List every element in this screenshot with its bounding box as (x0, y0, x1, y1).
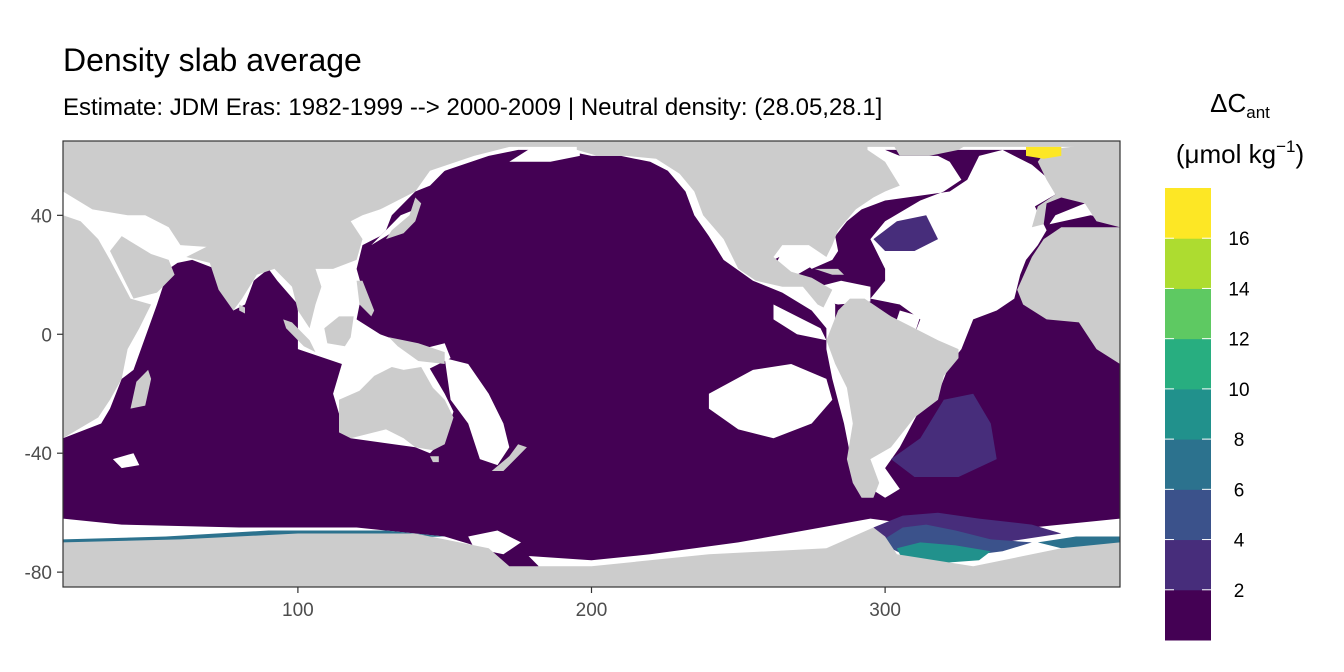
legend-colorbar (1165, 188, 1211, 641)
land-tasmania (430, 456, 439, 463)
land-iceland (984, 141, 1015, 144)
land-eurasia (63, 141, 533, 329)
legend-swatch-5 (1165, 338, 1211, 390)
legend-labels: 2 4 6 8 10 12 14 16 (1165, 229, 1250, 602)
nodata-south-indian-patch (112, 453, 140, 469)
legend-swatch-7 (1165, 238, 1211, 289)
nodata-southeast-pacific (708, 364, 833, 439)
legend-unit: (μmol kg−1) (1176, 137, 1304, 169)
land-cuba (814, 268, 844, 275)
legend-title: ΔCant (1210, 88, 1270, 122)
land-borneo (324, 316, 354, 347)
legend-label-2: 2 (1234, 581, 1245, 602)
legend-swatch-0 (1165, 589, 1211, 641)
land-philippines (356, 280, 375, 317)
legend-unit-prefix: (μmol kg (1176, 139, 1276, 169)
legend-label-10: 10 (1228, 380, 1249, 401)
legend-label-6: 6 (1234, 480, 1245, 501)
patch-nordic-yellow (1026, 146, 1062, 159)
legend: ΔCant (μmol kg−1) 2 4 6 8 10 12 14 16 (1165, 88, 1304, 641)
nodata-central-america-slope (773, 304, 827, 341)
legend-label-14: 14 (1228, 279, 1250, 300)
x-tick-label-300: 300 (869, 600, 901, 621)
y-axis: 40 0 -40 -80 (25, 206, 63, 584)
field-ocean (63, 149, 1120, 561)
chart-title: Density slab average (63, 42, 362, 78)
nodata-bering (509, 146, 580, 162)
legend-swatch-6 (1165, 288, 1211, 340)
legend-label-4: 4 (1234, 531, 1245, 552)
legend-swatch-2 (1165, 489, 1211, 541)
land-new-guinea (388, 337, 445, 364)
chart-subtitle: Estimate: JDM Eras: 1982-1999 --> 2000-2… (63, 94, 883, 121)
legend-label-16: 16 (1228, 229, 1249, 250)
nodata-coral-tasman (444, 358, 510, 466)
legend-unit-exp: −1 (1276, 137, 1295, 156)
x-tick-label-200: 200 (576, 600, 608, 621)
legend-unit-suffix: ) (1295, 139, 1304, 169)
land-south-america (826, 298, 959, 498)
land-greenland (891, 141, 974, 156)
land-australia (339, 367, 454, 451)
land-madagascar (130, 369, 152, 409)
legend-label-12: 12 (1228, 330, 1249, 351)
nodata-japan-sea (371, 209, 416, 246)
land-sumatra (283, 319, 316, 353)
legend-title-sub: ant (1246, 103, 1270, 122)
land-north-america (576, 141, 900, 308)
legend-title-main: ΔC (1210, 88, 1246, 118)
legend-swatch-3 (1165, 439, 1211, 490)
land-layer (63, 141, 1120, 587)
legend-swatch-8 (1165, 188, 1211, 239)
x-axis: 100 200 300 (282, 587, 901, 621)
land-arabia (110, 236, 175, 299)
land-west-africa (1017, 227, 1120, 364)
land-japan (386, 197, 422, 240)
x-tick-label-100: 100 (282, 600, 314, 621)
y-tick-label--40: -40 (25, 444, 52, 465)
y-tick-label-40: 40 (31, 206, 52, 227)
field-argentine-basin (891, 393, 997, 477)
land-europe (1031, 141, 1120, 228)
land-new-zealand (491, 444, 527, 471)
legend-label-8: 8 (1234, 430, 1245, 451)
field-north-atlantic-west (873, 215, 938, 251)
patch-layer (1026, 146, 1062, 159)
land-antarctica (63, 527, 1120, 587)
map-panel (63, 141, 1120, 587)
y-tick-label-0: 0 (41, 325, 52, 346)
y-tick-label--80: -80 (25, 563, 52, 584)
land-africa (63, 215, 152, 439)
land-india (186, 245, 275, 311)
legend-swatch-1 (1165, 539, 1211, 591)
land-sri-lanka (239, 304, 245, 314)
legend-swatch-4 (1165, 388, 1211, 440)
